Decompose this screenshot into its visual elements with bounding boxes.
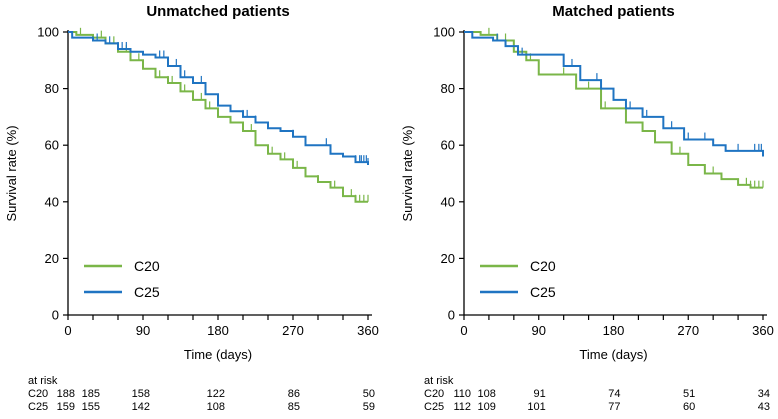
at-risk-value: 112 bbox=[453, 401, 471, 413]
at-risk-value: 122 bbox=[207, 388, 225, 400]
at-risk-group: C25 bbox=[424, 401, 444, 413]
survival-curve-c25 bbox=[464, 31, 764, 157]
at-risk-value: 91 bbox=[534, 388, 546, 400]
at-risk-value: 185 bbox=[82, 388, 100, 400]
x-tick-label: 270 bbox=[282, 323, 304, 338]
x-tick-label: 90 bbox=[532, 323, 546, 338]
at-risk-group: C25 bbox=[28, 401, 48, 413]
at-risk-group: C20 bbox=[28, 388, 48, 400]
x-tick-label: 360 bbox=[752, 323, 774, 338]
chart-title: Matched patients bbox=[552, 3, 675, 20]
x-tick-label: 180 bbox=[603, 323, 625, 338]
at-risk-value: 60 bbox=[683, 401, 695, 413]
at-risk-value: 142 bbox=[132, 401, 150, 413]
y-tick-label: 100 bbox=[37, 25, 59, 40]
y-tick-label: 0 bbox=[448, 308, 455, 323]
legend-label: C25 bbox=[134, 284, 160, 300]
x-axis-label: Time (days) bbox=[579, 347, 647, 362]
legend-label: C20 bbox=[530, 258, 556, 274]
at-risk-value: 50 bbox=[363, 388, 375, 400]
at-risk-label: at risk bbox=[424, 375, 454, 387]
at-risk-value: 109 bbox=[478, 401, 496, 413]
y-tick-label: 20 bbox=[45, 251, 59, 266]
y-tick-label: 80 bbox=[441, 81, 455, 96]
at-risk-label: at risk bbox=[28, 375, 58, 387]
at-risk-value: 155 bbox=[82, 401, 100, 413]
at-risk-value: 188 bbox=[57, 388, 75, 400]
x-axis-label: Time (days) bbox=[184, 347, 252, 362]
at-risk-value: 59 bbox=[363, 401, 375, 413]
at-risk-value: 101 bbox=[527, 401, 545, 413]
at-risk-value: 51 bbox=[683, 388, 695, 400]
y-tick-label: 60 bbox=[441, 138, 455, 153]
at-risk-value: 108 bbox=[207, 401, 225, 413]
y-tick-label: 40 bbox=[441, 194, 455, 209]
at-risk-value: 77 bbox=[608, 401, 620, 413]
legend-label: C25 bbox=[530, 284, 556, 300]
at-risk-value: 108 bbox=[478, 388, 496, 400]
x-tick-label: 0 bbox=[460, 323, 467, 338]
y-tick-label: 40 bbox=[45, 194, 59, 209]
y-tick-label: 0 bbox=[52, 308, 59, 323]
at-risk-value: 158 bbox=[132, 388, 150, 400]
x-tick-label: 180 bbox=[207, 323, 229, 338]
survival-curve-c20 bbox=[464, 31, 763, 189]
at-risk-value: 86 bbox=[288, 388, 300, 400]
x-tick-label: 360 bbox=[357, 323, 379, 338]
x-tick-label: 270 bbox=[677, 323, 699, 338]
y-tick-label: 100 bbox=[433, 25, 455, 40]
y-tick-label: 60 bbox=[45, 138, 59, 153]
chart-title: Unmatched patients bbox=[146, 3, 289, 20]
panel-unmatched: Unmatched patients 0 20 40 60 80 100 0 90 180 270 3… bbox=[4, 3, 379, 413]
at-risk-value: 74 bbox=[608, 388, 620, 400]
at-risk-value: 110 bbox=[453, 388, 471, 400]
at-risk-value: 34 bbox=[758, 388, 770, 400]
at-risk-value: 159 bbox=[57, 401, 75, 413]
at-risk-value: 85 bbox=[288, 401, 300, 413]
y-axis-label: Survival rate (%) bbox=[400, 125, 415, 221]
x-tick-label: 0 bbox=[64, 323, 71, 338]
y-axis-label: Survival rate (%) bbox=[4, 125, 19, 221]
y-tick-label: 80 bbox=[45, 81, 59, 96]
legend-label: C20 bbox=[134, 258, 160, 274]
at-risk-value: 43 bbox=[758, 401, 770, 413]
x-tick-label: 90 bbox=[136, 323, 150, 338]
panel-matched: Matched patients 0 20 40 60 80 100 0 90 180 270 360… bbox=[400, 3, 774, 413]
survival-curve-c25 bbox=[68, 31, 369, 166]
at-risk-group: C20 bbox=[424, 388, 444, 400]
y-tick-label: 20 bbox=[441, 251, 455, 266]
